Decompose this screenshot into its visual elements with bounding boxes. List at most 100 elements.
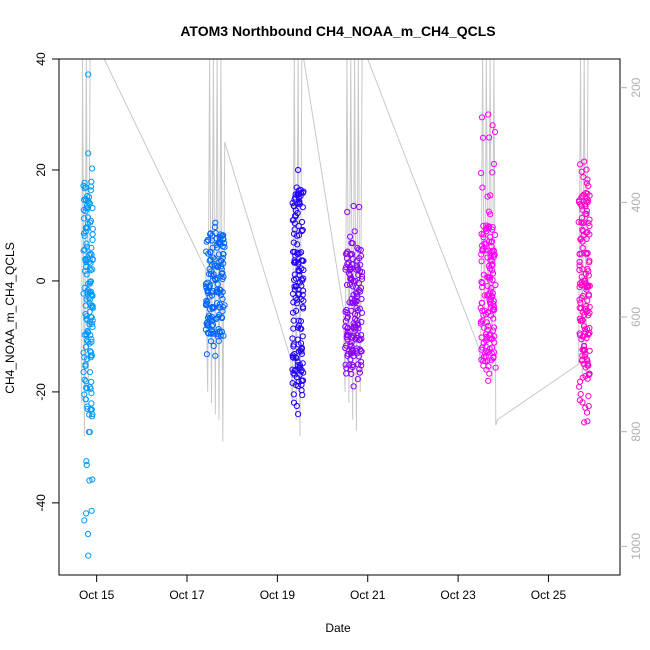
data-point bbox=[83, 271, 90, 278]
data-point bbox=[478, 258, 485, 265]
data-point bbox=[294, 358, 301, 365]
data-point bbox=[349, 361, 356, 369]
data-point bbox=[478, 334, 485, 341]
data-point bbox=[488, 285, 495, 292]
data-point bbox=[296, 365, 303, 372]
x-axis: Oct 15 Oct 17 Oct 19 Oct 21 Oct 23 Oct 25 bbox=[79, 575, 566, 602]
data-point bbox=[583, 229, 590, 236]
data-point bbox=[580, 333, 587, 340]
data-point bbox=[84, 530, 92, 538]
data-point bbox=[291, 259, 299, 266]
data-point bbox=[491, 251, 498, 258]
data-point bbox=[81, 517, 88, 524]
data-point bbox=[357, 261, 364, 268]
data-point bbox=[212, 219, 219, 226]
data-point bbox=[579, 228, 587, 235]
data-point bbox=[482, 331, 490, 338]
flight-series-4 bbox=[342, 202, 366, 390]
data-point bbox=[347, 233, 354, 240]
altitude-trace-layer bbox=[81, 58, 589, 442]
data-point bbox=[484, 357, 491, 364]
data-point bbox=[85, 259, 93, 266]
data-point bbox=[486, 265, 494, 272]
x-tick-label: Oct 21 bbox=[350, 588, 386, 602]
data-point bbox=[489, 224, 496, 231]
data-point bbox=[580, 342, 588, 349]
data-point bbox=[290, 391, 297, 398]
data-point bbox=[88, 292, 96, 299]
data-point bbox=[291, 226, 298, 233]
data-point bbox=[83, 330, 90, 338]
data-point bbox=[299, 277, 306, 284]
data-point bbox=[578, 294, 585, 301]
data-point bbox=[582, 326, 589, 333]
data-point bbox=[358, 252, 365, 259]
data-point bbox=[344, 329, 351, 336]
data-point bbox=[220, 251, 227, 258]
data-point bbox=[576, 266, 583, 274]
data-point bbox=[89, 476, 96, 483]
data-point bbox=[87, 406, 94, 413]
right-tick-label: 200 bbox=[629, 77, 643, 97]
data-point bbox=[485, 292, 492, 299]
data-point bbox=[299, 226, 306, 234]
data-point bbox=[85, 199, 92, 206]
data-point bbox=[578, 203, 585, 210]
data-point bbox=[346, 299, 353, 306]
data-point bbox=[485, 322, 492, 329]
data-point bbox=[576, 258, 583, 266]
data-point bbox=[88, 338, 95, 345]
data-point bbox=[214, 264, 222, 271]
data-point bbox=[489, 270, 497, 277]
data-point bbox=[83, 458, 90, 465]
data-point bbox=[204, 314, 212, 321]
data-point bbox=[294, 249, 301, 256]
data-point bbox=[298, 348, 305, 355]
data-point bbox=[87, 348, 94, 355]
data-point bbox=[81, 354, 88, 361]
data-point bbox=[89, 204, 96, 212]
data-point bbox=[353, 297, 360, 304]
data-point bbox=[581, 346, 589, 353]
data-point bbox=[579, 346, 586, 353]
data-point bbox=[295, 411, 302, 418]
data-point bbox=[352, 315, 359, 322]
data-point bbox=[89, 225, 96, 232]
data-point bbox=[585, 292, 593, 299]
data-point bbox=[204, 298, 211, 306]
data-point bbox=[86, 308, 93, 315]
data-point bbox=[485, 223, 492, 230]
data-point bbox=[585, 370, 593, 377]
data-point bbox=[485, 377, 492, 384]
data-point bbox=[85, 338, 92, 345]
y-tick-label: -40 bbox=[34, 494, 48, 512]
data-point bbox=[80, 247, 87, 254]
data-point bbox=[82, 378, 90, 385]
data-point bbox=[481, 350, 488, 357]
data-point bbox=[347, 356, 354, 363]
data-point bbox=[579, 244, 586, 252]
data-point bbox=[585, 403, 592, 410]
data-point bbox=[205, 283, 212, 290]
data-point bbox=[84, 403, 91, 410]
data-point bbox=[80, 230, 88, 237]
data-point bbox=[487, 192, 494, 199]
data-point bbox=[219, 289, 226, 296]
data-point bbox=[356, 203, 363, 211]
data-point bbox=[489, 122, 496, 129]
right-tick-label: 800 bbox=[629, 421, 643, 441]
data-point bbox=[349, 283, 356, 290]
data-point bbox=[489, 226, 496, 233]
data-point bbox=[579, 374, 586, 381]
data-point bbox=[586, 222, 593, 229]
data-point bbox=[211, 224, 218, 231]
data-point bbox=[220, 236, 227, 243]
data-point bbox=[212, 276, 219, 284]
data-point bbox=[210, 254, 217, 261]
data-point bbox=[488, 238, 496, 245]
data-point bbox=[81, 232, 88, 239]
data-point bbox=[83, 384, 90, 391]
x-tick-label: Oct 23 bbox=[440, 588, 476, 602]
data-point bbox=[479, 184, 486, 191]
data-point bbox=[290, 343, 297, 350]
